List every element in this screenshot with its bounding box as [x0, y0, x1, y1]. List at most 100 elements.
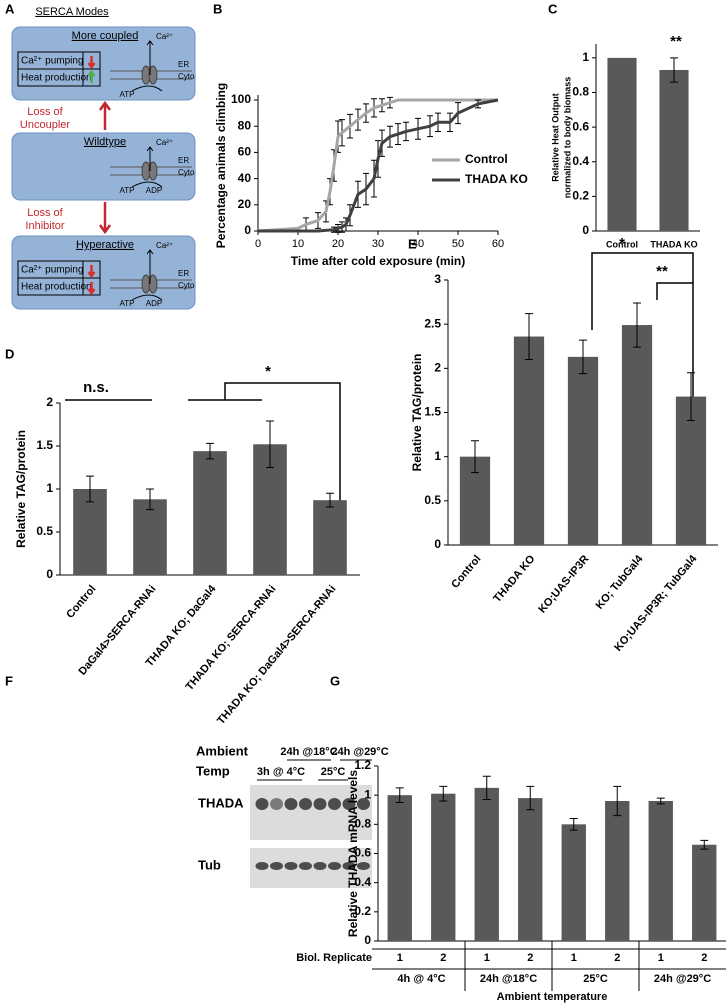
y-tick-label: 0.4: [572, 154, 589, 168]
x-tick-label: Control: [606, 239, 638, 249]
error-bar: [482, 775, 491, 801]
annotation: n.s.: [83, 379, 109, 396]
blot-band: [270, 862, 283, 870]
ion-label: Ca²⁺: [156, 32, 173, 41]
x-tick-label: 2: [701, 952, 707, 964]
blot-band: [328, 798, 341, 810]
blot-row-label: THADA: [198, 795, 244, 810]
x-tick-label: 20: [332, 238, 344, 250]
significance-bracket: [656, 282, 693, 300]
bar: [133, 499, 167, 575]
bar: [692, 844, 717, 941]
transition-arrow: [98, 202, 112, 235]
y-tick-label: 0: [46, 567, 53, 581]
x-tick-label: 40: [412, 238, 424, 250]
significance-bracket: [224, 382, 341, 520]
x-tick-label: 2: [440, 952, 446, 964]
bar: [659, 69, 689, 231]
panel-label: E: [408, 236, 417, 251]
y-tick-label: 2: [46, 395, 53, 409]
transition-arrow: [98, 100, 112, 130]
nucleotide-label: ATP: [120, 186, 135, 195]
y-tick-label: 0.8: [354, 817, 371, 831]
state-name: Wildtype: [84, 136, 126, 148]
bar: [73, 489, 107, 575]
y-tick-label: 20: [238, 197, 252, 211]
x-tick-label: 2: [527, 952, 533, 964]
blot-band: [255, 798, 269, 810]
transition-label: Uncoupler: [20, 119, 70, 131]
transition-label: Inhibitor: [25, 220, 64, 232]
y-tick-label: 0.2: [354, 904, 371, 918]
ion-arrow: [146, 40, 154, 75]
bar: [607, 57, 637, 231]
legend-label: THADA KO: [465, 172, 528, 186]
y-tick-label: 0.4: [354, 875, 371, 889]
error-bar: [700, 839, 709, 850]
blot-band: [328, 862, 341, 870]
y-tick-label: 0.6: [354, 846, 371, 860]
error-bar: [579, 339, 587, 375]
x-tick-label: KO; TubGal4: [594, 552, 646, 611]
annotation: **: [656, 263, 668, 280]
compartment-label: Cyto: [178, 72, 195, 81]
error-bar: [439, 785, 448, 802]
mode-arrow: [87, 265, 96, 279]
nucleotide-label: ADP: [146, 186, 162, 195]
group-label: 25°C: [583, 973, 608, 985]
error-bar: [526, 785, 535, 811]
blot-membrane: [250, 785, 372, 840]
x-tick-label: 1: [658, 952, 664, 964]
y-tick-label: 0.5: [424, 493, 441, 507]
serca-pump: [148, 65, 158, 85]
bar: [431, 793, 456, 941]
nucleotide-label: ADP: [146, 299, 162, 308]
y-tick-label: 1: [582, 50, 589, 64]
y-tick-label: 0: [244, 223, 251, 237]
panel-label: D: [5, 346, 14, 361]
bar: [675, 396, 707, 545]
x-tick-label: Control: [449, 553, 483, 591]
error-bar: [395, 787, 404, 803]
bar: [193, 451, 227, 575]
panel-label: A: [5, 1, 15, 16]
group-label: 24h @18°C: [480, 973, 537, 985]
panel-label: G: [330, 673, 340, 688]
error-bar: [569, 818, 578, 831]
x-tick-label: THADA KO; DaGal4>SERCA-RNAi: [215, 583, 338, 727]
y-tick-label: 0: [434, 537, 441, 551]
series-line: [258, 98, 499, 233]
y-axis-label: Percentage animals climbing: [214, 83, 228, 248]
atp-arrow: [131, 294, 163, 301]
panel-label: B: [213, 1, 222, 16]
y-tick-label: 1.5: [36, 438, 53, 452]
blot-title: Ambient: [196, 743, 249, 758]
bar: [518, 798, 543, 941]
state-row: Heat production: [21, 282, 92, 293]
y-tick-label: 2.5: [424, 316, 441, 330]
blot-title: Temp: [196, 763, 230, 778]
y-tick-label: 100: [231, 92, 251, 106]
x-tick-label: 0: [255, 238, 261, 250]
error-bar: [146, 488, 154, 511]
condition-label: 25°C: [321, 766, 346, 778]
blot-band: [255, 862, 269, 870]
state-box: [11, 132, 196, 201]
y-tick-label: 0.6: [572, 119, 589, 133]
x-tick-label: 2: [614, 952, 620, 964]
x-tick-label: THADA KO: [650, 239, 697, 249]
ion-label: Ca²⁺: [156, 241, 173, 250]
x-tick-label: Control: [64, 583, 98, 621]
blot-band: [357, 862, 370, 870]
compartment-label: ER: [178, 60, 189, 69]
condition-label: 3h @ 4°C: [257, 766, 305, 778]
y-axis-label: Relative TAG/protein: [14, 430, 28, 548]
blot-band: [313, 862, 327, 870]
y-tick-label: 1.5: [424, 405, 441, 419]
y-tick-label: 1: [46, 481, 53, 495]
blot-band: [357, 798, 370, 810]
y-tick-label: 1: [364, 787, 371, 801]
x-tick-label: 10: [292, 238, 304, 250]
serca-pump: [148, 274, 158, 294]
bar: [648, 801, 673, 941]
